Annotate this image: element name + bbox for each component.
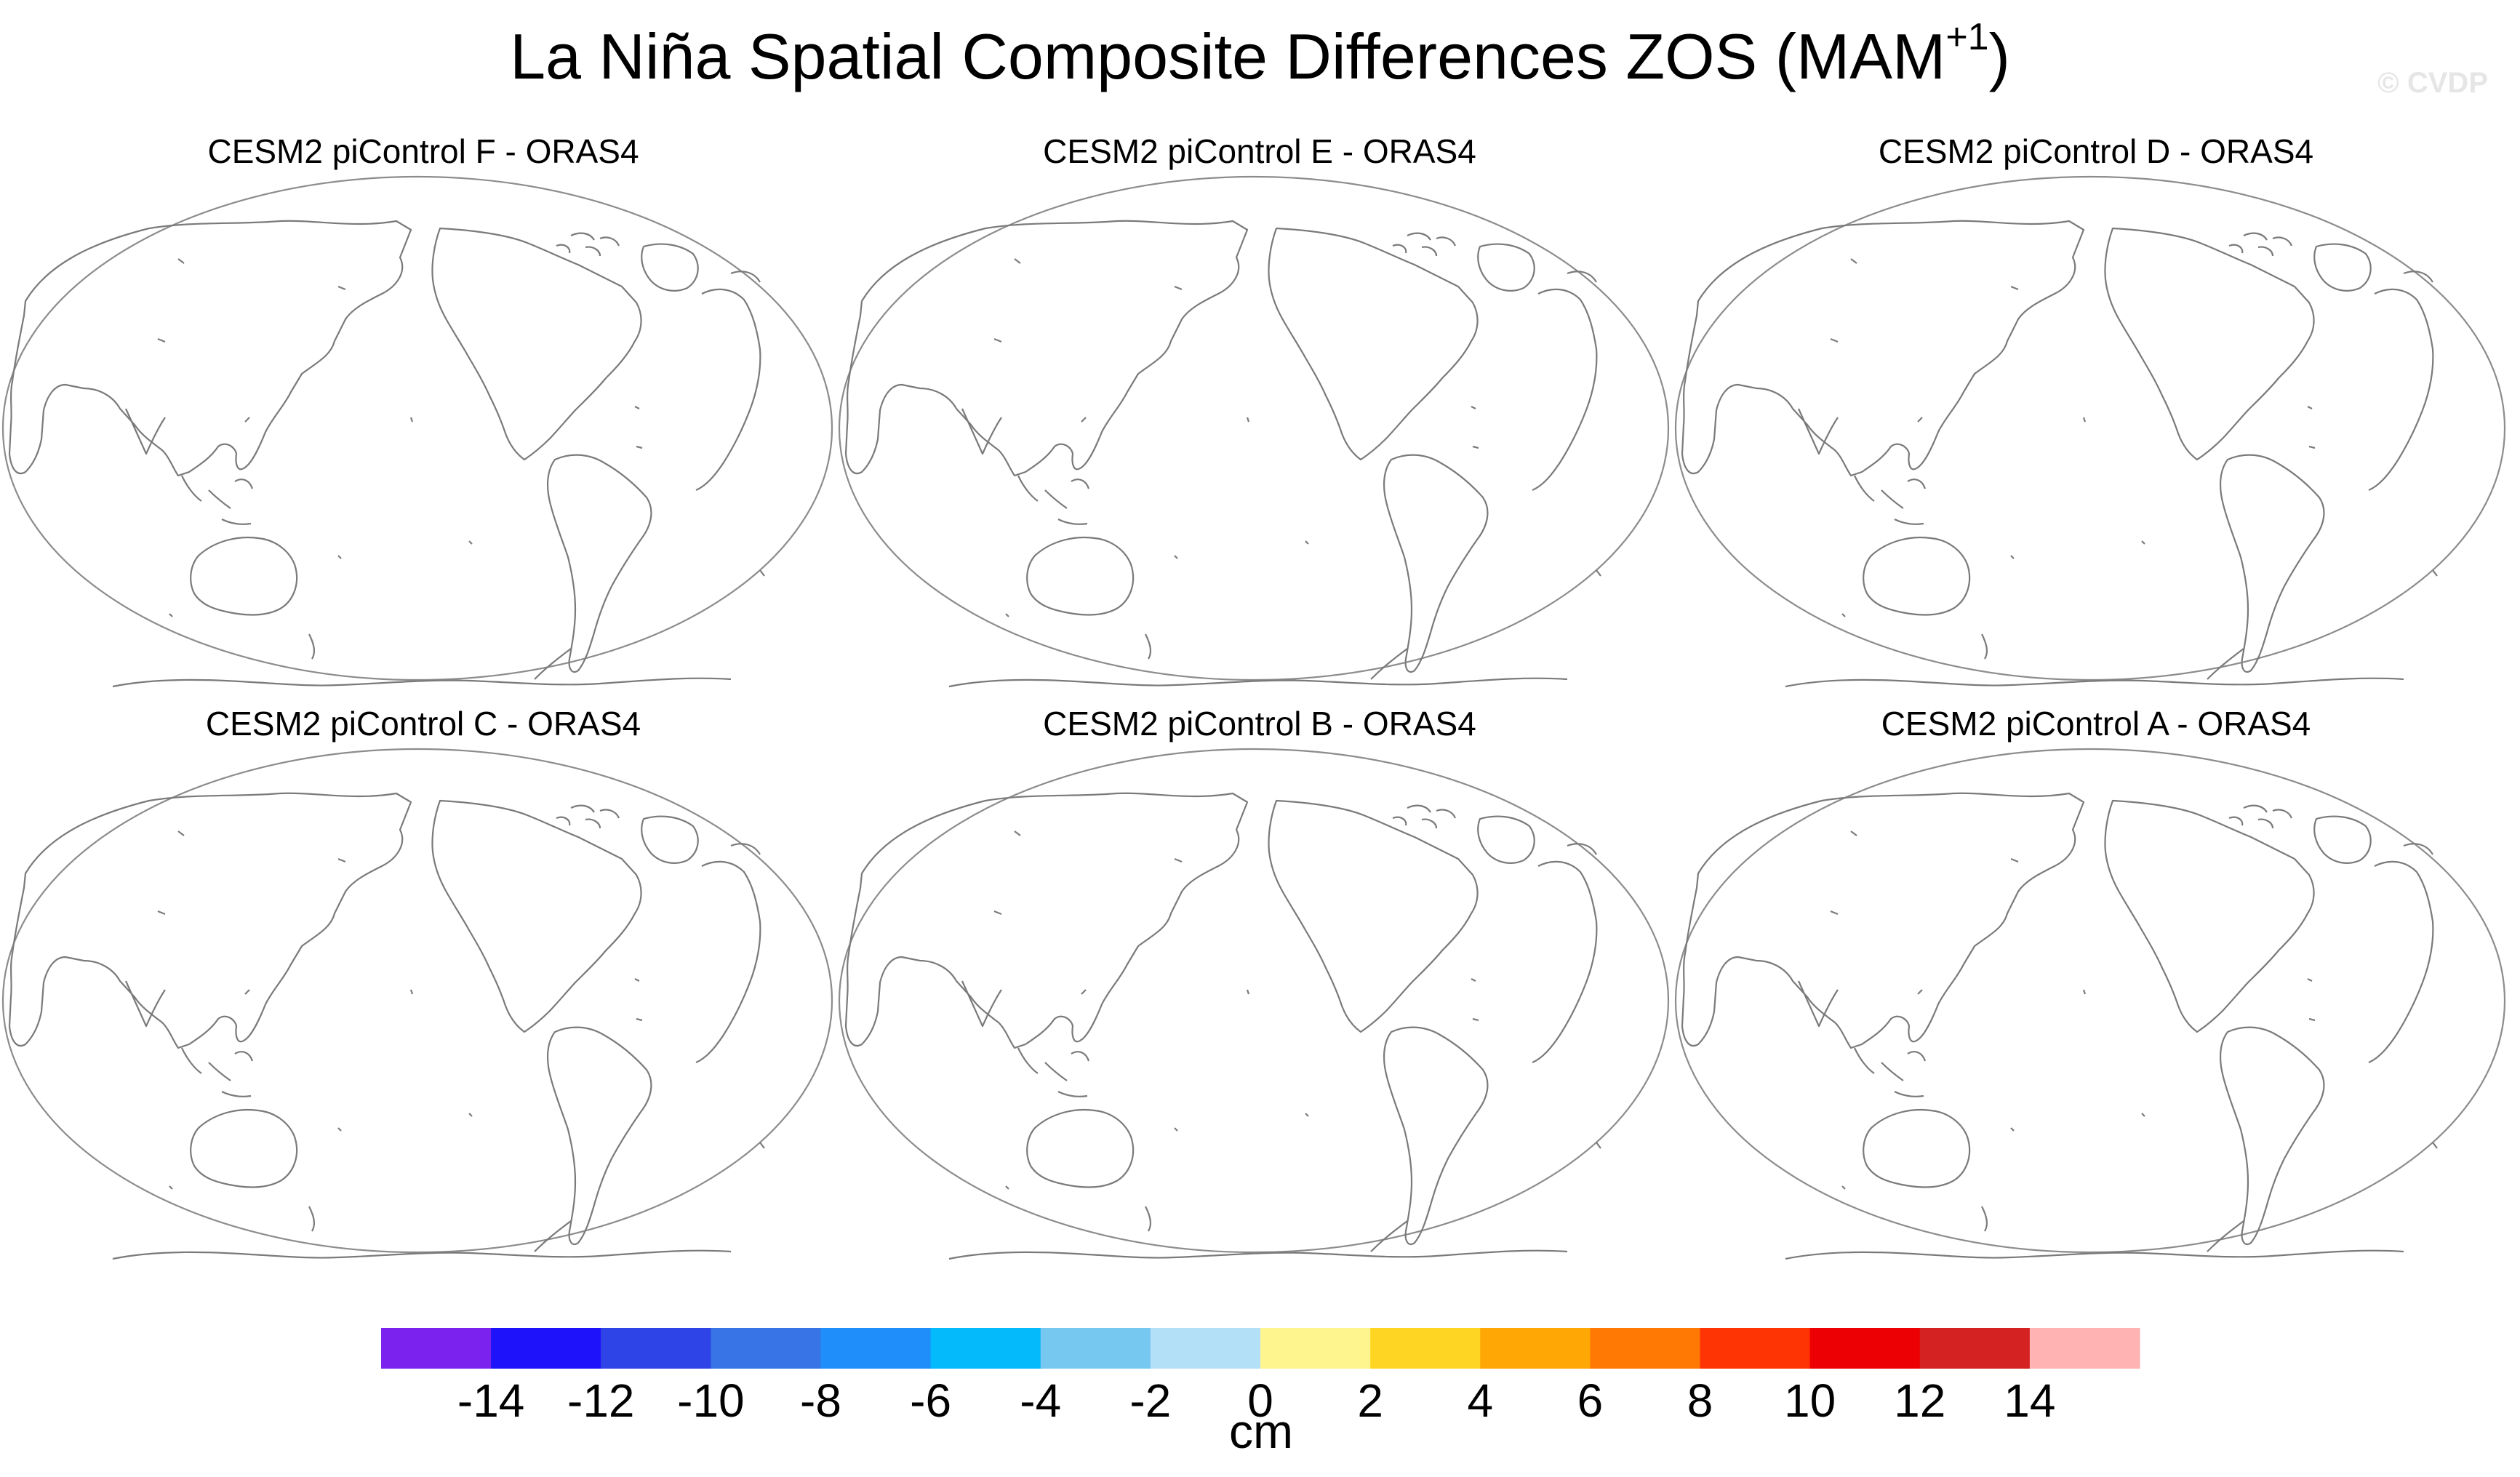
colorbar-tick-label: 14 [2004,1374,2055,1427]
colorbar-box [1590,1328,1701,1369]
colorbar-box [491,1328,601,1369]
colorbar-box [1260,1328,1371,1369]
colorbar-tick-label: 2 [1357,1374,1383,1427]
map-panel-b [838,748,1670,1260]
colorbar-tick-label: 6 [1577,1374,1604,1427]
colorbar-box [820,1328,932,1369]
panel-title-a: CESM2 piControl A - ORAS4 [1881,705,2311,742]
colorbar-box [1370,1328,1481,1369]
colorbar-tick-label: -2 [1129,1374,1171,1427]
colorbar-box [1809,1328,1921,1369]
colorbar-units: cm [1229,1404,1293,1458]
colorbar-tick-label: 4 [1467,1374,1493,1427]
colorbar-box [1480,1328,1591,1369]
colorbar-box [1150,1328,1261,1369]
colorbar-tick-label: -4 [1020,1374,1061,1427]
colorbar-tick-label: 8 [1687,1374,1713,1427]
colorbar-box [1040,1328,1151,1369]
page-title: La Niña Spatial Composite Differences ZO… [0,16,2520,103]
panel-title-c: CESM2 piControl C - ORAS4 [205,705,641,742]
colorbar-tick-label: 10 [1784,1374,1836,1427]
watermark: © CVDP [2377,67,2488,99]
colorbar-tick-label: -12 [567,1374,635,1427]
map-panel-f [1,175,833,688]
panel-title-e: CESM2 piControl E - ORAS4 [1043,132,1476,170]
panel-title-b: CESM2 piControl B - ORAS4 [1043,705,1476,742]
colorbar-box [1700,1328,1811,1369]
colorbar-tick-label: -6 [910,1374,951,1427]
colorbar-tick-label: -14 [457,1374,525,1427]
map-panel-a [1674,748,2506,1260]
map-panel-e [838,175,1670,688]
colorbar-box [2029,1328,2140,1369]
colorbar-tick-label: -10 [677,1374,745,1427]
map-panel-d [1674,175,2506,688]
colorbar-box [711,1328,822,1369]
colorbar-tick-label: 12 [1894,1374,1945,1427]
colorbar-box [601,1328,711,1369]
colorbar-tick-label: 0 [1247,1374,1273,1427]
title-superscript: +1 [1945,16,1989,58]
panel-title-d: CESM2 piControl D - ORAS4 [1878,132,2314,170]
colorbar-box [1919,1328,2031,1369]
colorbar-tick-label: -8 [800,1374,841,1427]
title-main: La Niña Spatial Composite Differences ZO… [510,20,1946,92]
colorbar-box [381,1328,492,1369]
colorbar-box [930,1328,1041,1369]
map-panels [1,175,2506,1260]
map-panel-c [1,748,833,1260]
panel-title-f: CESM2 piControl F - ORAS4 [207,132,639,170]
title-close: ) [1988,20,2010,92]
